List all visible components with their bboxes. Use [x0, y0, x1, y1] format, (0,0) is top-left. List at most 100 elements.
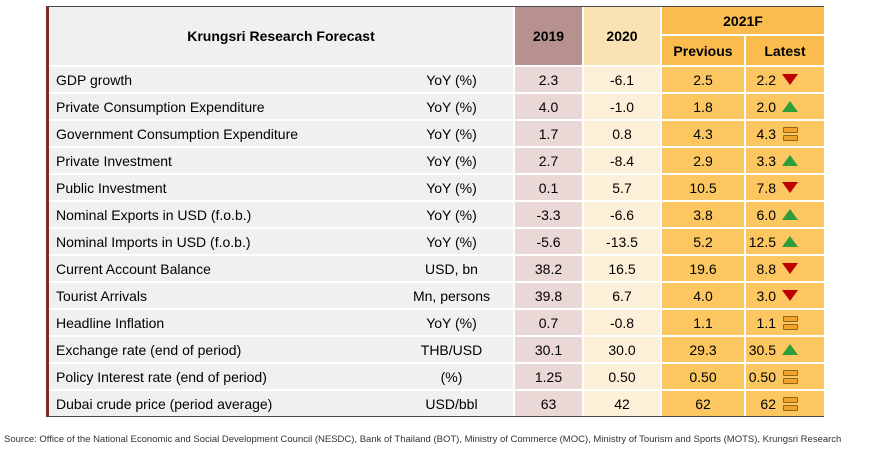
- row-label: Nominal Exports in USD (f.o.b.): [49, 202, 390, 227]
- cell-previous: 4.3: [660, 121, 744, 146]
- table-row: Dubai crude price (period average) USD/b…: [49, 391, 824, 416]
- trend-flat-icon: [782, 315, 798, 330]
- cell-2020: 16.5: [582, 256, 660, 281]
- table-title: Krungsri Research Forecast: [49, 7, 513, 65]
- cell-latest: 3.3: [744, 148, 824, 173]
- trend-up-icon: [782, 236, 798, 247]
- cell-2019: -3.3: [513, 202, 582, 227]
- cell-latest: 2.0: [744, 94, 824, 119]
- row-label: Current Account Balance: [49, 256, 390, 281]
- cell-2020: -13.5: [582, 229, 660, 254]
- trend-icon-slot: [782, 182, 798, 193]
- trend-icon-slot: [782, 101, 798, 112]
- row-label: Tourist Arrivals: [49, 283, 390, 308]
- cell-latest: 1.1: [744, 310, 824, 335]
- row-unit: USD, bn: [390, 256, 513, 281]
- table-row: Private Investment YoY (%) 2.7 -8.4 2.9 …: [49, 148, 824, 173]
- latest-value: 12.5: [748, 233, 776, 250]
- latest-value: 3.3: [756, 152, 776, 169]
- cell-latest: 62: [744, 391, 824, 416]
- row-unit: USD/bbl: [390, 391, 513, 416]
- cell-previous: 10.5: [660, 175, 744, 200]
- cell-latest: 6.0: [744, 202, 824, 227]
- cell-2019: 1.7: [513, 121, 582, 146]
- latest-value: 3.0: [756, 287, 776, 304]
- latest-value: 7.8: [756, 179, 776, 196]
- cell-previous: 1.8: [660, 94, 744, 119]
- cell-latest: 3.0: [744, 283, 824, 308]
- cell-2019: 2.7: [513, 148, 582, 173]
- cell-previous: 0.50: [660, 364, 744, 389]
- cell-2019: 38.2: [513, 256, 582, 281]
- cell-previous: 2.5: [660, 67, 744, 92]
- trend-up-icon: [782, 101, 798, 112]
- table-row: Government Consumption Expenditure YoY (…: [49, 121, 824, 146]
- trend-icon-slot: [782, 369, 798, 384]
- cell-2019: 4.0: [513, 94, 582, 119]
- row-unit: YoY (%): [390, 175, 513, 200]
- cell-previous: 19.6: [660, 256, 744, 281]
- row-unit: (%): [390, 364, 513, 389]
- cell-latest: 7.8: [744, 175, 824, 200]
- row-label: Nominal Imports in USD (f.o.b.): [49, 229, 390, 254]
- row-unit: Mn, persons: [390, 283, 513, 308]
- trend-icon-slot: [782, 290, 798, 301]
- cell-2019: 1.25: [513, 364, 582, 389]
- row-label: Government Consumption Expenditure: [49, 121, 390, 146]
- row-unit: YoY (%): [390, 148, 513, 173]
- table-row: GDP growth YoY (%) 2.3 -6.1 2.5 2.2: [49, 67, 824, 92]
- trend-down-icon: [782, 182, 798, 193]
- table-row: Current Account Balance USD, bn 38.2 16.…: [49, 256, 824, 281]
- cell-2020: 42: [582, 391, 660, 416]
- cell-previous: 4.0: [660, 283, 744, 308]
- row-unit: YoY (%): [390, 229, 513, 254]
- trend-icon-slot: [782, 344, 798, 355]
- trend-icon-slot: [782, 74, 798, 85]
- trend-icon-slot: [782, 396, 798, 411]
- latest-value: 2.2: [756, 71, 776, 88]
- table-row: Nominal Imports in USD (f.o.b.) YoY (%) …: [49, 229, 824, 254]
- row-unit: YoY (%): [390, 310, 513, 335]
- cell-2019: -5.6: [513, 229, 582, 254]
- cell-latest: 12.5: [744, 229, 824, 254]
- cell-previous: 2.9: [660, 148, 744, 173]
- cell-previous: 3.8: [660, 202, 744, 227]
- cell-latest: 0.50: [744, 364, 824, 389]
- trend-icon-slot: [782, 126, 798, 141]
- row-label: Dubai crude price (period average): [49, 391, 390, 416]
- row-label: Headline Inflation: [49, 310, 390, 335]
- table-row: Tourist Arrivals Mn, persons 39.8 6.7 4.…: [49, 283, 824, 308]
- cell-2020: -1.0: [582, 94, 660, 119]
- cell-latest: 8.8: [744, 256, 824, 281]
- trend-flat-icon: [782, 126, 798, 141]
- cell-2020: -0.8: [582, 310, 660, 335]
- col-header-latest: Latest: [744, 36, 824, 65]
- table-row: Policy Interest rate (end of period) (%)…: [49, 364, 824, 389]
- col-header-2020: 2020: [582, 7, 660, 65]
- table-row: Exchange rate (end of period) THB/USD 30…: [49, 337, 824, 362]
- latest-value: 30.5: [748, 341, 776, 358]
- table-header: Krungsri Research Forecast 2019 2020 202…: [49, 7, 824, 65]
- table-row: Headline Inflation YoY (%) 0.7 -0.8 1.1 …: [49, 310, 824, 335]
- cell-2019: 2.3: [513, 67, 582, 92]
- cell-previous: 62: [660, 391, 744, 416]
- trend-icon-slot: [782, 155, 798, 166]
- row-unit: YoY (%): [390, 94, 513, 119]
- latest-value: 6.0: [756, 206, 776, 223]
- cell-2019: 39.8: [513, 283, 582, 308]
- trend-icon-slot: [782, 209, 798, 220]
- trend-down-icon: [782, 74, 798, 85]
- row-label: Private Investment: [49, 148, 390, 173]
- trend-up-icon: [782, 344, 798, 355]
- cell-2020: 6.7: [582, 283, 660, 308]
- latest-value: 8.8: [756, 260, 776, 277]
- cell-2020: 0.8: [582, 121, 660, 146]
- trend-flat-icon: [782, 369, 798, 384]
- row-label: Public Investment: [49, 175, 390, 200]
- table-row: Private Consumption Expenditure YoY (%) …: [49, 94, 824, 119]
- row-label: Private Consumption Expenditure: [49, 94, 390, 119]
- cell-2020: 5.7: [582, 175, 660, 200]
- latest-value: 62: [760, 395, 776, 412]
- row-unit: YoY (%): [390, 202, 513, 227]
- trend-down-icon: [782, 290, 798, 301]
